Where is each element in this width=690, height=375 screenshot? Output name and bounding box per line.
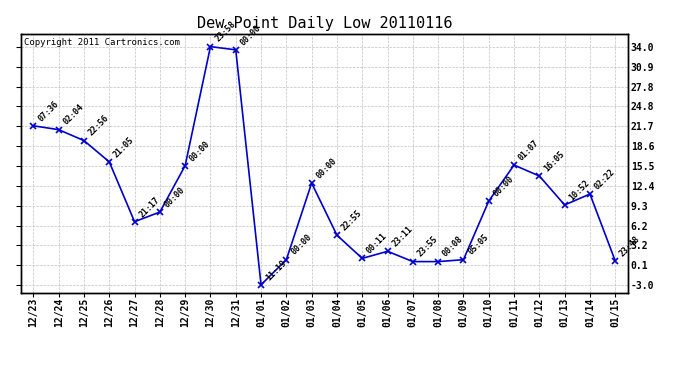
Text: 00:00: 00:00 — [289, 233, 313, 257]
Text: 00:00: 00:00 — [491, 174, 515, 198]
Text: 21:17: 21:17 — [137, 195, 161, 219]
Text: 00:11: 00:11 — [365, 232, 389, 256]
Text: 22:56: 22:56 — [87, 114, 111, 138]
Text: 23:55: 23:55 — [415, 235, 440, 259]
Text: 02:22: 02:22 — [593, 167, 617, 191]
Text: Copyright 2011 Cartronics.com: Copyright 2011 Cartronics.com — [23, 38, 179, 46]
Title: Dew Point Daily Low 20110116: Dew Point Daily Low 20110116 — [197, 16, 452, 31]
Text: 23:48: 23:48 — [618, 234, 642, 258]
Text: 23:58: 23:58 — [213, 20, 237, 44]
Text: 23:11: 23:11 — [391, 225, 415, 249]
Text: 00:08: 00:08 — [441, 235, 465, 259]
Text: 00:00: 00:00 — [188, 139, 212, 163]
Text: 21:05: 21:05 — [112, 135, 136, 159]
Text: 22:55: 22:55 — [339, 209, 364, 232]
Text: 02:04: 02:04 — [61, 103, 86, 127]
Text: 07:36: 07:36 — [36, 99, 60, 123]
Text: 16:05: 16:05 — [542, 149, 566, 173]
Text: 00:00: 00:00 — [239, 23, 263, 47]
Text: 00:00: 00:00 — [315, 156, 339, 180]
Text: 05:05: 05:05 — [466, 233, 491, 257]
Text: 01:07: 01:07 — [517, 138, 541, 162]
Text: 00:00: 00:00 — [163, 185, 187, 209]
Text: 10:52: 10:52 — [567, 178, 591, 202]
Text: 11:19: 11:19 — [264, 258, 288, 282]
